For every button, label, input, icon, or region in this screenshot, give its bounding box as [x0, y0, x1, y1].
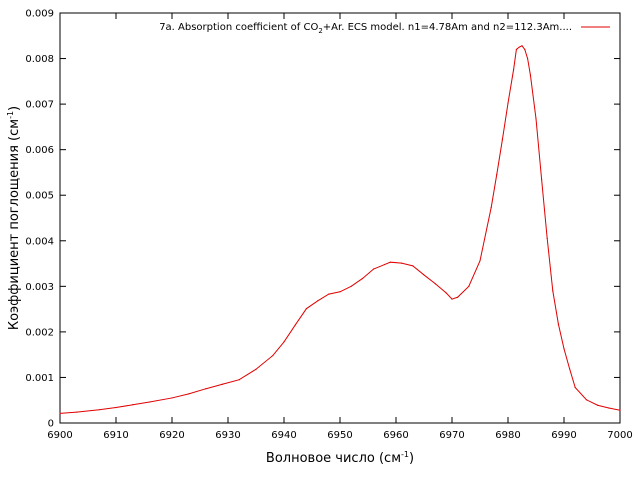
x-tick-label: 7000 [607, 430, 632, 441]
data-point [524, 48, 526, 51]
data-point [423, 274, 425, 276]
x-tick-label: 6910 [103, 430, 128, 441]
y-tick-label: 0 [48, 419, 54, 430]
data-point [552, 290, 554, 292]
y-tick-label: 0.002 [25, 327, 54, 338]
x-axis-label: Волновое число (см-1) [266, 450, 414, 466]
data-point [479, 260, 481, 262]
plot-frame [59, 12, 621, 424]
y-tick-label: 0.004 [25, 236, 54, 247]
data-point [171, 397, 173, 399]
legend-label: 7a. Absorption coefficient of CO2+Ar. EC… [159, 22, 572, 35]
y-tick-label: 0.008 [25, 54, 54, 65]
data-point [535, 118, 537, 120]
x-tick-labels: 6900 6910 6920 6930 6940 6950 6960 6970 6980 6990… [47, 430, 632, 441]
y-tick-label: 0.003 [25, 282, 54, 293]
y-tick-label: 0.009 [25, 9, 54, 20]
y-axis-label: Коэффициент поглощения (см-1) [6, 106, 22, 330]
x-tick-label: 6980 [495, 430, 520, 441]
data-point [149, 401, 151, 403]
x-tick-label: 6930 [215, 430, 240, 441]
data-point [255, 368, 257, 370]
data-point [283, 341, 285, 343]
x-tick-label: 6920 [159, 430, 184, 441]
data-point [328, 293, 330, 295]
data-point [451, 298, 453, 300]
data-point [445, 292, 447, 294]
data-point [389, 261, 391, 263]
x-tick-label: 6940 [271, 430, 296, 441]
data-point [557, 323, 560, 325]
y-tick-label: 0.006 [25, 145, 54, 156]
data-point [373, 268, 375, 270]
data-point [361, 277, 363, 280]
data-point [597, 404, 599, 406]
data-point [569, 368, 571, 370]
data-point [490, 206, 492, 209]
data-point [546, 237, 548, 240]
data-point [518, 46, 520, 48]
data-point [515, 48, 518, 51]
data-point [238, 379, 240, 381]
data-point [59, 412, 61, 415]
data-point [513, 68, 515, 71]
data-point [115, 406, 117, 409]
x-tick-label: 6990 [551, 430, 576, 441]
data-point [412, 265, 414, 267]
x-tick-label: 6970 [439, 430, 464, 441]
y-tick-label: 0.007 [25, 100, 54, 111]
data-point [507, 102, 509, 104]
data-point [468, 285, 470, 287]
data-point [457, 296, 459, 298]
data-point [501, 139, 503, 141]
data-point [294, 324, 296, 326]
data-point [401, 262, 403, 264]
data-point [541, 178, 543, 180]
data-point [272, 354, 274, 357]
data-point [574, 386, 576, 389]
series-line [59, 45, 621, 414]
data-point [608, 407, 610, 409]
data-point [205, 388, 207, 390]
data-point [384, 263, 386, 266]
data-point [76, 411, 78, 413]
data-point [317, 300, 319, 302]
data-point [221, 383, 223, 385]
data-point [585, 399, 588, 401]
series-points [59, 45, 621, 415]
data-point [339, 291, 341, 293]
axis-ticks [59, 12, 621, 424]
data-point [350, 285, 352, 287]
data-point [98, 409, 100, 411]
data-point [434, 283, 436, 285]
data-point [305, 308, 307, 310]
data-point [563, 348, 565, 350]
data-point [529, 74, 532, 76]
data-point [496, 173, 498, 175]
x-tick-label: 6900 [47, 430, 72, 441]
data-point [188, 393, 190, 395]
x-tick-label: 6960 [383, 430, 408, 441]
data-point [527, 57, 529, 60]
data-point [521, 45, 523, 47]
y-tick-label: 0.005 [25, 191, 54, 202]
data-point [132, 404, 134, 406]
data-point [619, 409, 621, 411]
legend: 7a. Absorption coefficient of CO2+Ar. EC… [159, 22, 610, 35]
y-tick-label: 0.001 [25, 373, 54, 384]
x-tick-label: 6950 [327, 430, 352, 441]
y-tick-labels: 0 0.001 0.002 0.003 0.004 0.005 0.006 0.007 0.00… [25, 9, 54, 430]
